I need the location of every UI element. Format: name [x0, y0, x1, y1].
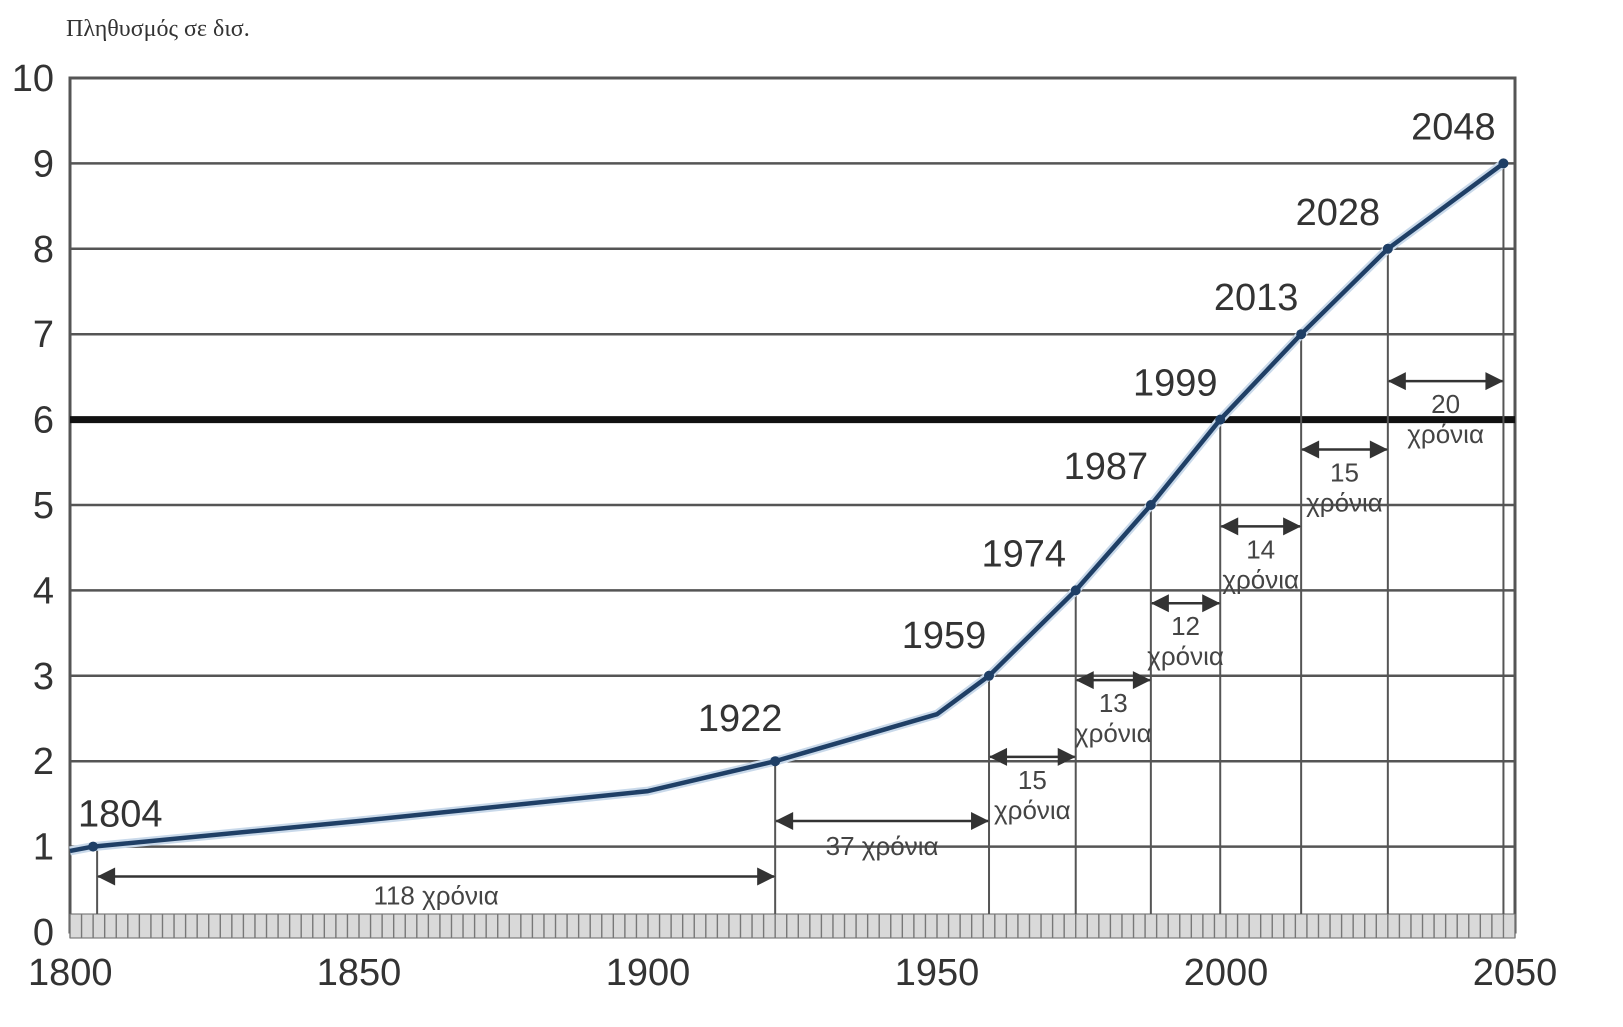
interval-arrowhead-left: [775, 811, 794, 830]
milestone-point-2048: [1498, 158, 1509, 169]
interval-years-number: 12: [1171, 611, 1200, 641]
milestone-year-label-1987: 1987: [1064, 446, 1149, 488]
milestone-year-label-1922: 1922: [698, 698, 783, 740]
milestone-point-1804: [88, 841, 99, 852]
y-axis-title: Πληθυσμός σε δισ.: [66, 16, 250, 42]
milestone-year-label-2013: 2013: [1214, 277, 1299, 319]
interval-years-number: 15: [1330, 457, 1359, 487]
milestone-point-2028: [1382, 243, 1393, 254]
milestone-year-label-2028: 2028: [1296, 192, 1381, 234]
x-tick-label-1900: 1900: [606, 952, 691, 994]
y-tick-label-4: 4: [33, 570, 54, 612]
year-ruler-strip: [69, 913, 1516, 939]
interval-arrowhead-right: [757, 867, 776, 886]
interval-arrowhead-right: [1132, 671, 1151, 690]
interval-years-number: 13: [1099, 688, 1128, 718]
interval-years-unit: χρόνια: [1306, 487, 1383, 517]
interval-arrowhead-left: [1075, 671, 1094, 690]
y-tick-label-0: 0: [33, 912, 54, 954]
y-tick-label-5: 5: [33, 485, 54, 527]
interval-arrowhead-left: [1220, 517, 1239, 536]
milestone-point-1974: [1070, 585, 1081, 596]
x-tick-label-2050: 2050: [1473, 952, 1558, 994]
interval-arrowhead-right: [1202, 594, 1221, 613]
interval-arrowhead-left: [1301, 440, 1320, 459]
interval-years-unit: χρόνια: [1407, 419, 1484, 449]
interval-years-number: 20: [1431, 389, 1460, 419]
interval-years-unit: χρόνια: [1075, 718, 1152, 748]
y-tick-label-6: 6: [33, 400, 54, 442]
milestone-year-label-1974: 1974: [981, 533, 1066, 575]
y-tick-label-1: 1: [33, 827, 54, 869]
interval-years-number: 14: [1246, 534, 1275, 564]
x-tick-label-1800: 1800: [28, 952, 113, 994]
milestone-point-1999: [1215, 414, 1226, 425]
milestone-point-1987: [1145, 500, 1156, 510]
interval-years-unit: χρόνια: [1147, 641, 1224, 671]
interval-arrowhead-left: [1387, 372, 1406, 391]
y-tick-label-8: 8: [33, 229, 54, 271]
interval-label: 37 χρόνια: [826, 831, 939, 861]
interval-arrowhead-right: [1485, 372, 1504, 391]
milestone-year-label-2048: 2048: [1411, 106, 1496, 148]
interval-years-unit: χρόνια: [994, 795, 1071, 825]
interval-arrowhead-right: [1283, 517, 1302, 536]
y-tick-label-7: 7: [33, 314, 54, 356]
interval-years-number: 15: [1018, 765, 1047, 795]
x-tick-label-1950: 1950: [895, 952, 980, 994]
interval-arrowhead-right: [1057, 747, 1076, 766]
milestone-year-label-1959: 1959: [902, 615, 987, 657]
y-tick-label-10: 10: [12, 58, 54, 100]
interval-arrowhead-left: [1150, 594, 1169, 613]
interval-arrowhead-left: [97, 867, 116, 886]
interval-arrowhead-right: [1369, 440, 1388, 459]
interval-arrowhead-left: [989, 747, 1008, 766]
x-tick-label-1850: 1850: [317, 952, 402, 994]
y-tick-label-3: 3: [33, 656, 54, 698]
interval-years-unit: χρόνια: [1222, 564, 1299, 594]
x-tick-label-2000: 2000: [1184, 952, 1269, 994]
milestone-year-label-1804: 1804: [78, 794, 163, 836]
milestone-year-label-1999: 1999: [1133, 363, 1218, 405]
interval-label: 118 χρόνια: [373, 880, 498, 910]
y-tick-label-2: 2: [33, 741, 54, 783]
milestone-point-1922: [770, 756, 781, 767]
y-tick-label-9: 9: [33, 143, 54, 185]
milestone-point-2013: [1296, 329, 1307, 340]
interval-arrowhead-right: [971, 811, 990, 830]
milestone-point-1959: [984, 670, 995, 681]
